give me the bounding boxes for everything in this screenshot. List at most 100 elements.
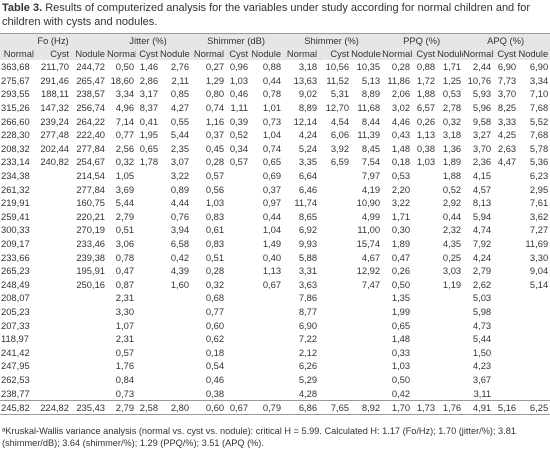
cell bbox=[160, 305, 191, 319]
cell: 3,17 bbox=[139, 88, 159, 100]
cell bbox=[437, 373, 463, 387]
cell: 3,34 bbox=[529, 74, 549, 86]
cell: 0,45 bbox=[205, 142, 225, 154]
cell: 1,49 bbox=[262, 238, 282, 250]
cell bbox=[493, 332, 518, 346]
cell bbox=[493, 196, 518, 210]
cell: 7,10 bbox=[529, 88, 549, 100]
cell bbox=[250, 291, 283, 305]
cell bbox=[136, 264, 160, 278]
cell: 1,29 bbox=[205, 74, 225, 86]
cell bbox=[226, 237, 250, 251]
cell: 1,72 bbox=[416, 74, 436, 86]
cell: 1,88 bbox=[416, 88, 436, 100]
footnote: ᵃKruskal-Wallis variance analysis (norma… bbox=[2, 426, 516, 448]
cell: 10,35 bbox=[356, 61, 381, 73]
cell bbox=[493, 291, 518, 305]
cell: 2,36 bbox=[472, 156, 492, 168]
cell bbox=[226, 373, 250, 387]
cell bbox=[493, 359, 518, 373]
cell: 0,78 bbox=[115, 251, 135, 263]
cell: 0,74 bbox=[262, 142, 282, 154]
cell: 6,23 bbox=[529, 170, 549, 182]
cell: 1,07 bbox=[115, 319, 135, 331]
cell: 0,77 bbox=[115, 129, 135, 141]
cell: 0,88 bbox=[262, 61, 282, 73]
data-row: 238,77 0,73 0,38 4,28 0,42 3,11 bbox=[0, 386, 550, 400]
cell bbox=[412, 264, 437, 278]
cell: 8,13 bbox=[472, 197, 492, 209]
cell: 2,79 bbox=[115, 210, 135, 222]
cell: 3,18 bbox=[298, 61, 318, 73]
cell: 8,37 bbox=[139, 102, 159, 114]
cell: 277,48 bbox=[40, 129, 69, 141]
subheader: Cyst bbox=[229, 48, 249, 59]
cell: 3,22 bbox=[391, 197, 411, 209]
cell: 2,12 bbox=[298, 346, 318, 358]
data-row: 241,42 0,57 0,18 2,12 0,33 1,50 bbox=[0, 345, 550, 359]
cell: 239,24 bbox=[40, 115, 69, 127]
cell: 0,38 bbox=[416, 142, 436, 154]
cell: 6,25 bbox=[518, 399, 550, 416]
cell: 188,11 bbox=[41, 88, 69, 100]
cell bbox=[36, 250, 71, 264]
cell: 1,89 bbox=[442, 156, 462, 168]
cell: 8,89 bbox=[361, 88, 381, 100]
cell bbox=[71, 359, 107, 373]
cell bbox=[493, 264, 518, 278]
cell: 1,01 bbox=[262, 102, 282, 114]
cell: 0,46 bbox=[229, 88, 249, 100]
cell: 256,74 bbox=[76, 102, 106, 114]
cell: 254,67 bbox=[76, 156, 106, 168]
cell bbox=[226, 359, 250, 373]
cell: 12,70 bbox=[325, 102, 350, 114]
cell: 3,67 bbox=[472, 373, 492, 385]
cell: 8,44 bbox=[361, 115, 381, 127]
group-header: Jitter (%) bbox=[107, 33, 192, 47]
cell: 1,36 bbox=[442, 142, 462, 154]
cell bbox=[319, 169, 351, 183]
cell: 0,97 bbox=[262, 197, 282, 209]
cell: 3,30 bbox=[529, 251, 549, 263]
cell bbox=[518, 332, 550, 346]
data-row: 219,91 160,75 5,44 4,44 1,03 0,97 11,74 10,90 3,… bbox=[0, 196, 550, 210]
group-header: Shimmer (dB) bbox=[191, 33, 284, 47]
cell: 0,50 bbox=[391, 373, 411, 385]
cell: 0,34 bbox=[229, 142, 249, 154]
cell: 0,38 bbox=[205, 387, 225, 399]
cell: 0,55 bbox=[170, 115, 190, 127]
cell: 1,73 bbox=[412, 399, 438, 416]
cell bbox=[412, 250, 437, 264]
cell: 9,02 bbox=[298, 88, 318, 100]
cell bbox=[437, 305, 463, 319]
cell bbox=[493, 318, 518, 332]
cell: 3,30 bbox=[115, 305, 135, 317]
cell: 0,43 bbox=[391, 129, 411, 141]
cell: 363,68 bbox=[1, 61, 30, 73]
cell bbox=[71, 318, 107, 332]
subheader: Cyst bbox=[50, 48, 69, 59]
cell bbox=[351, 373, 382, 387]
cell: 4,35 bbox=[442, 238, 462, 250]
data-row: 363,68 211,70 244,72 0,50 1,46 2,76 0,27 0,96 0,… bbox=[0, 60, 550, 74]
cell bbox=[412, 278, 437, 292]
cell: 4,96 bbox=[115, 102, 135, 114]
cell: 5,44 bbox=[170, 129, 190, 141]
cell: 234,38 bbox=[1, 170, 30, 182]
cell: 240,82 bbox=[40, 156, 69, 168]
cell bbox=[36, 305, 71, 319]
cell: 4,73 bbox=[472, 319, 492, 331]
cell bbox=[136, 210, 160, 224]
cell: 224,82 bbox=[36, 399, 71, 416]
cell bbox=[136, 237, 160, 251]
cell bbox=[250, 332, 283, 346]
cell: 1,03 bbox=[391, 360, 411, 372]
cell bbox=[71, 291, 107, 305]
cell bbox=[351, 318, 382, 332]
cell: 13,63 bbox=[293, 74, 318, 86]
cell: 0,53 bbox=[442, 88, 462, 100]
cell bbox=[319, 373, 351, 387]
cell: 0,30 bbox=[391, 224, 411, 236]
cell: 4,23 bbox=[472, 360, 492, 372]
cell: 0,83 bbox=[205, 210, 225, 222]
